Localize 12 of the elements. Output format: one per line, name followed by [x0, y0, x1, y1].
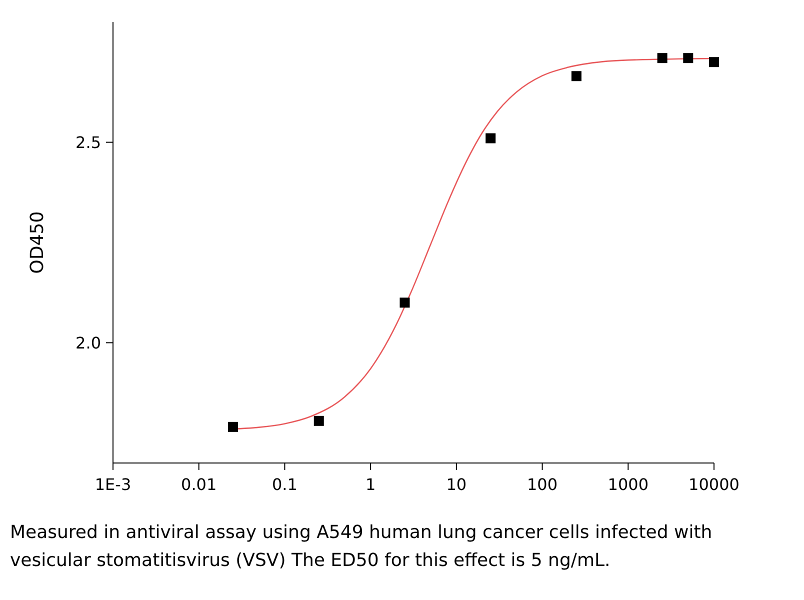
x-tick-label: 0.1 [272, 475, 298, 494]
x-tick-label: 10 [446, 475, 467, 494]
x-tick-label: 0.01 [181, 475, 217, 494]
x-tick-label: 1 [365, 475, 376, 494]
x-tick-label: 10000 [688, 475, 740, 494]
y-tick-label: 2.0 [76, 333, 101, 352]
x-tick-label: 1E-3 [94, 475, 132, 494]
x-tick-label: 100 [527, 475, 558, 494]
y-tick-label: 2.5 [76, 132, 101, 152]
x-tick-label: 1000 [608, 475, 648, 494]
y-axis-title: OD450 [27, 211, 48, 274]
text: Measured in antiviral assay using A549 human lung cancer cells infected with vesicular stomatitisvirus (VSV) The ED50 for this effect is 5 ng/mL. [10, 522, 712, 571]
